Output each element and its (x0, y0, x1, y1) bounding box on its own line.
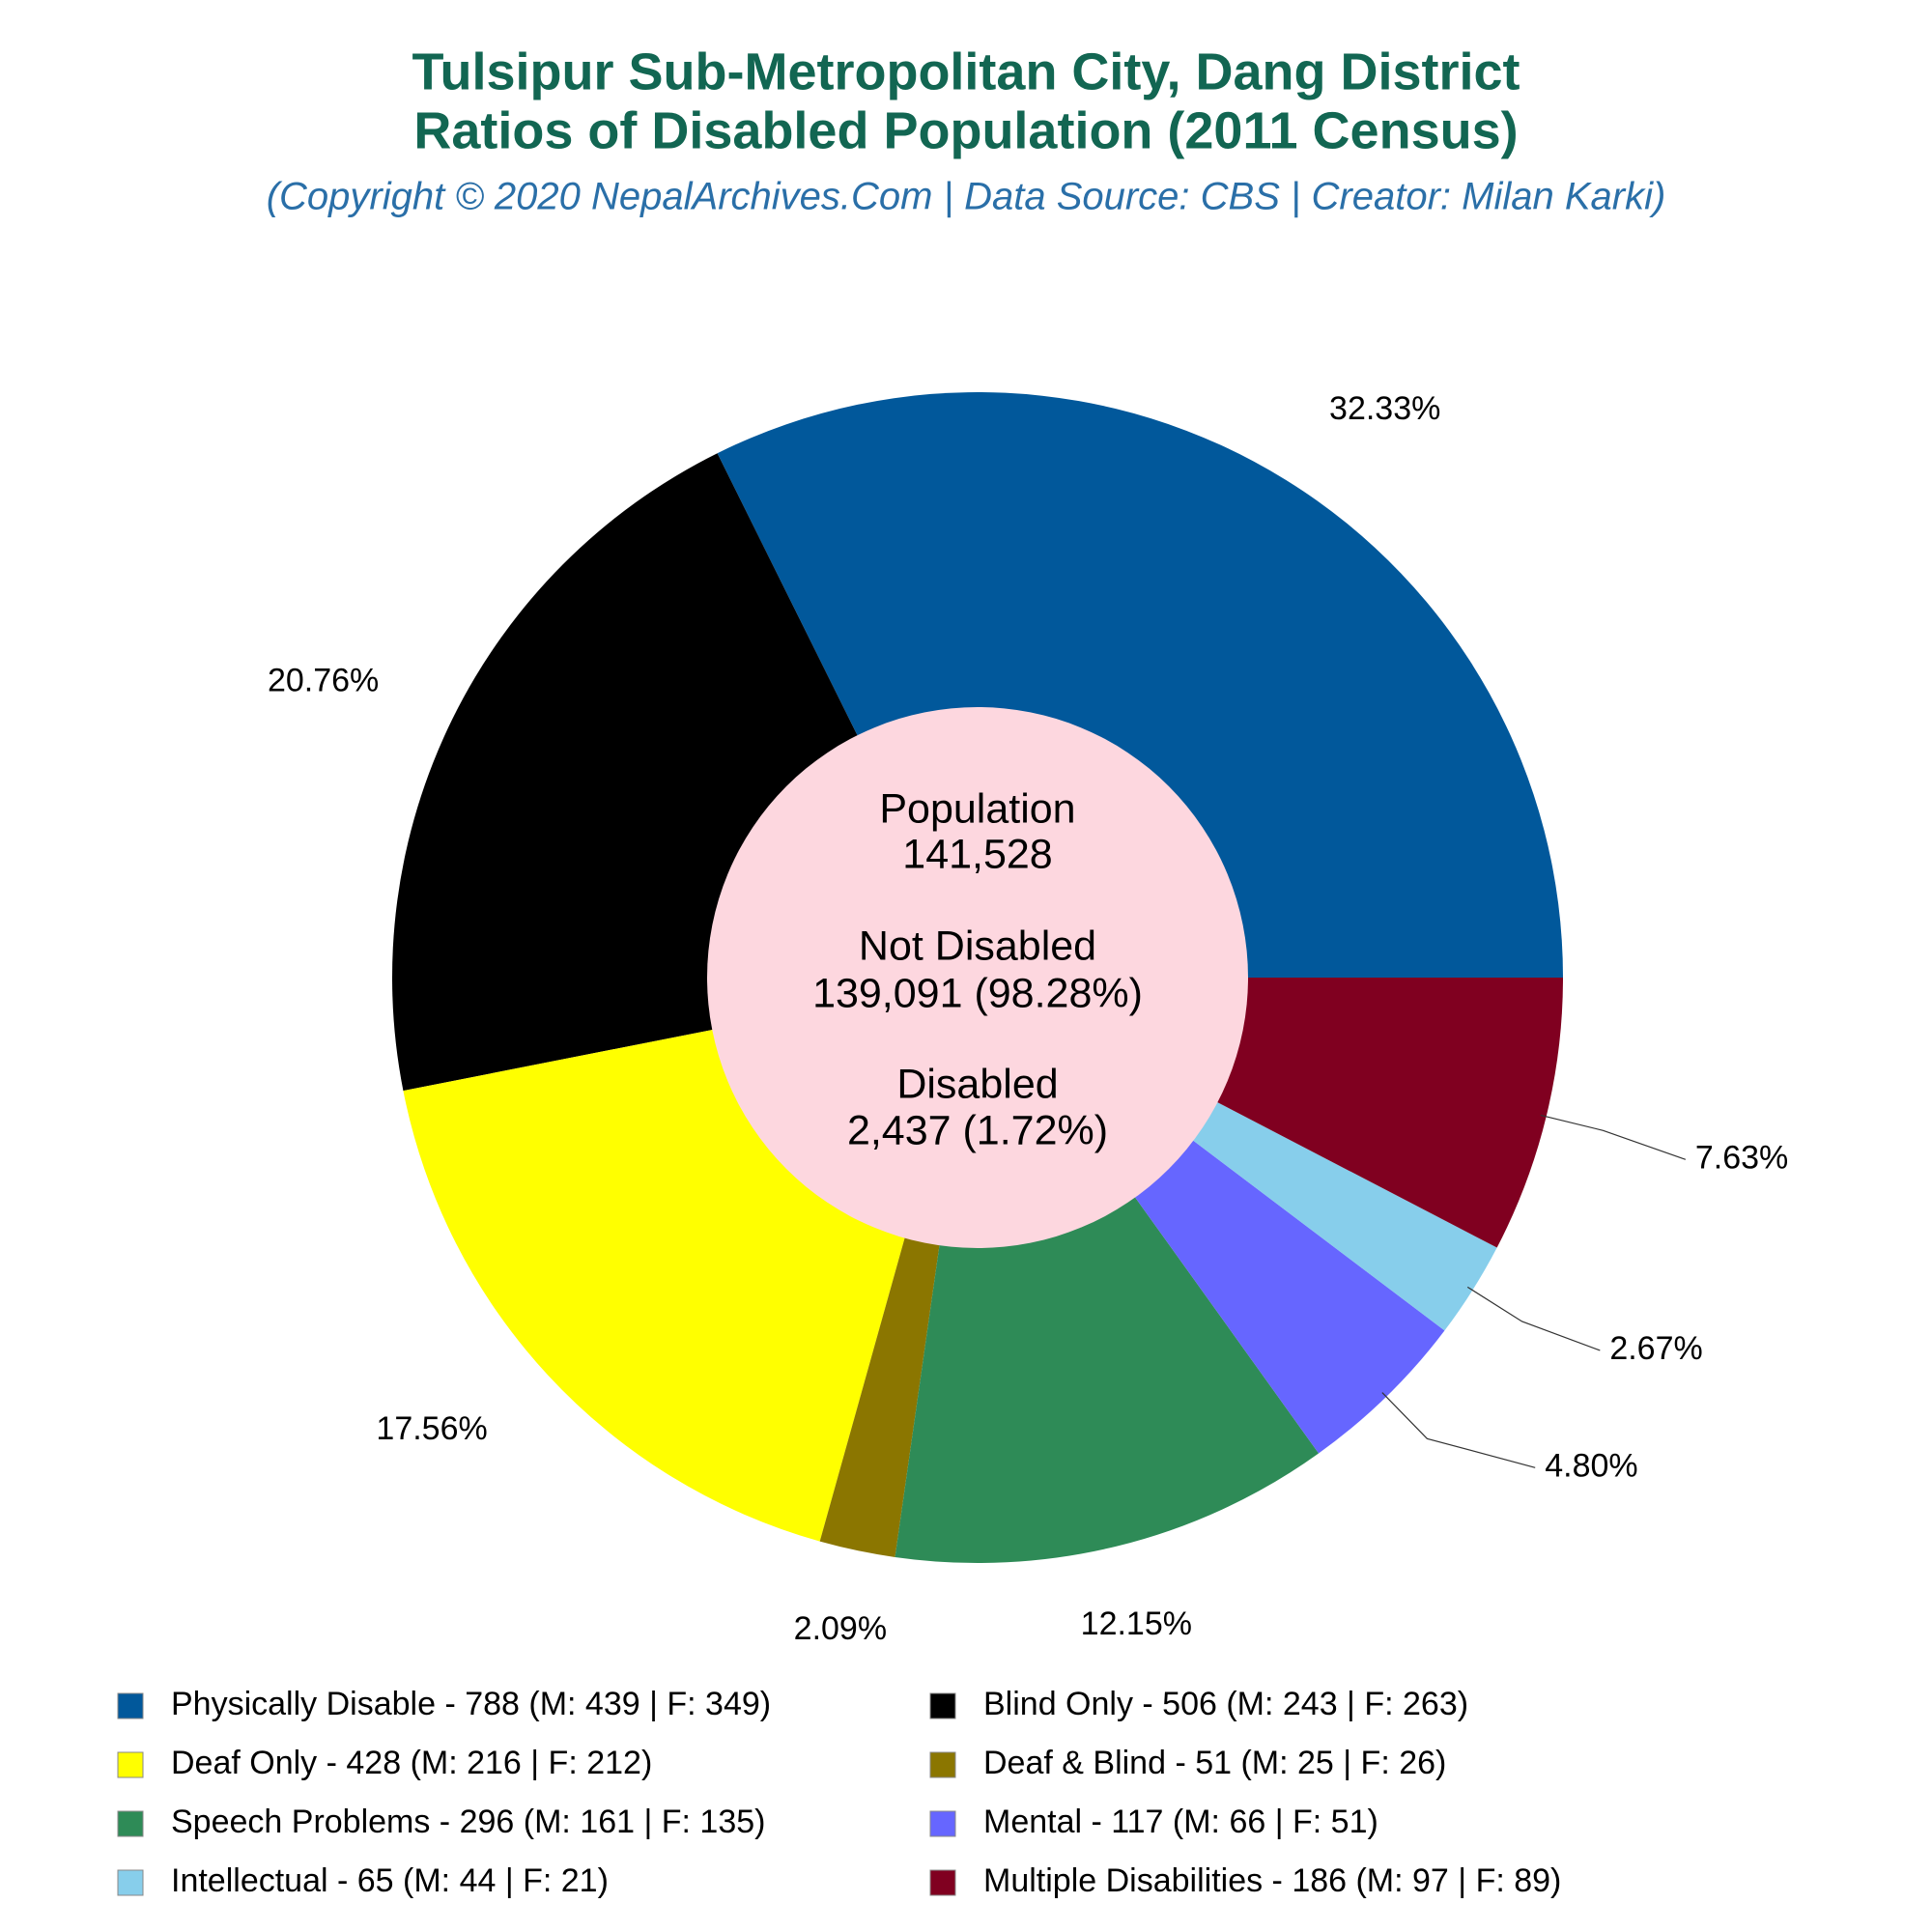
data-label: 32.33% (1329, 390, 1440, 427)
legend-label: Physically Disable - 788 (M: 439 | F: 34… (171, 1686, 771, 1722)
center-text: 139,091 (98.28%) (812, 970, 1143, 1016)
legend-swatch (929, 1692, 956, 1719)
data-label: 2.67% (1609, 1330, 1702, 1367)
legend-swatch (117, 1869, 144, 1896)
legend-swatch (929, 1751, 956, 1778)
legend-swatch (929, 1869, 956, 1896)
data-label: 12.15% (1081, 1605, 1192, 1642)
legend-swatch (117, 1751, 144, 1778)
data-label: 17.56% (376, 1410, 487, 1447)
center-text: 2,437 (1.72%) (847, 1107, 1108, 1153)
data-label: 4.80% (1545, 1447, 1637, 1484)
data-label: 7.63% (1695, 1139, 1788, 1176)
legend-label: Deaf & Blind - 51 (M: 25 | F: 26) (983, 1745, 1446, 1781)
center-text: Population (879, 785, 1075, 832)
legend-swatch (117, 1692, 144, 1719)
legend-label: Intellectual - 65 (M: 44 | F: 21) (171, 1862, 609, 1899)
chart-title: Tulsipur Sub-Metropolitan City, Dang Dis… (412, 43, 1520, 100)
center-text: Disabled (896, 1061, 1058, 1107)
legend-label: Deaf Only - 428 (M: 216 | F: 212) (171, 1745, 652, 1781)
chart-subtitle: (Copyright © 2020 NepalArchives.Com | Da… (267, 176, 1666, 218)
center-hole (707, 707, 1248, 1248)
center-text: 141,528 (902, 831, 1052, 877)
chart-title: Ratios of Disabled Population (2011 Cens… (413, 101, 1518, 159)
legend-label: Multiple Disabilities - 186 (M: 97 | F: … (983, 1862, 1561, 1899)
legend-label: Mental - 117 (M: 66 | F: 51) (983, 1804, 1378, 1840)
legend-swatch (117, 1810, 144, 1837)
data-label: 2.09% (794, 1610, 887, 1647)
legend-label: Speech Problems - 296 (M: 161 | F: 135) (171, 1804, 765, 1840)
leader-line (1466, 1286, 1601, 1351)
leader-line (1381, 1392, 1536, 1468)
center-text: Not Disabled (859, 923, 1096, 969)
legend-label: Blind Only - 506 (M: 243 | F: 263) (983, 1686, 1468, 1722)
legend-swatch (929, 1810, 956, 1837)
data-label: 20.76% (268, 663, 379, 699)
leader-line (1540, 1114, 1687, 1160)
